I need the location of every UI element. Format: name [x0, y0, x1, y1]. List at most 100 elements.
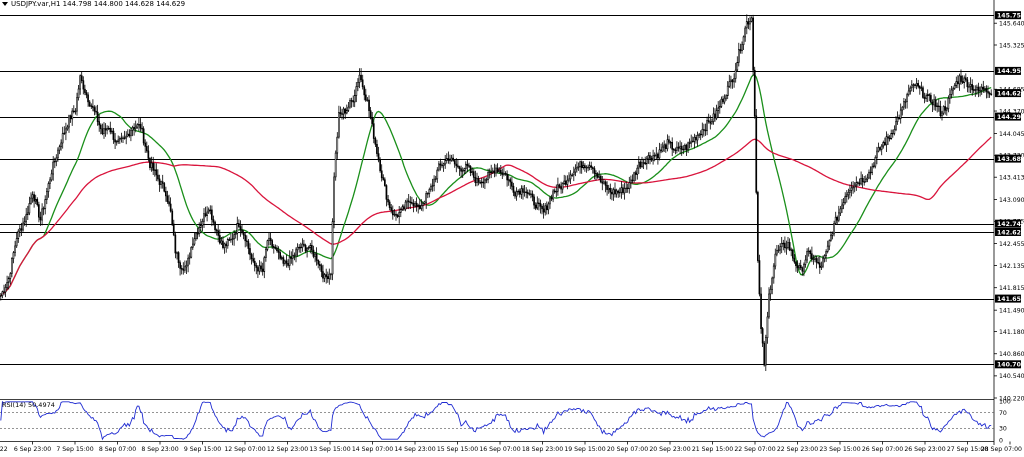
- time-axis: 6 Sep 2022 6 Sep 23:00 7 Sep 15:00 8 Sep 07…: [0, 441, 1022, 453]
- candle: [918, 85, 921, 95]
- candle-body: [450, 157, 453, 161]
- candle: [642, 158, 645, 169]
- candle: [820, 261, 823, 270]
- candle: [130, 127, 132, 142]
- candle-body: [956, 81, 959, 85]
- candle-body: [693, 137, 696, 142]
- candle-body: [80, 75, 83, 81]
- candle: [630, 175, 632, 189]
- candle: [641, 156, 643, 169]
- candle: [18, 225, 21, 238]
- candle: [99, 123, 102, 135]
- candle: [676, 141, 678, 154]
- candle-body: [656, 153, 659, 159]
- candle: [144, 139, 147, 153]
- candle: [342, 106, 345, 120]
- candle-body: [495, 167, 497, 174]
- candle-body: [664, 144, 667, 150]
- candle: [180, 265, 183, 275]
- candle-body: [569, 174, 572, 180]
- candle: [595, 170, 597, 181]
- candle: [552, 188, 554, 203]
- candle-body: [747, 21, 750, 25]
- price-tick-label: 141.180: [999, 329, 1024, 336]
- candle: [442, 162, 445, 172]
- candle: [861, 174, 864, 188]
- candle-body: [604, 181, 607, 186]
- candle-body: [401, 206, 404, 210]
- candle-body: [339, 112, 342, 115]
- candle-body: [949, 94, 951, 99]
- candle-body: [750, 17, 753, 22]
- candle-body: [964, 77, 967, 81]
- candle: [653, 152, 656, 162]
- candle-body: [117, 139, 120, 142]
- candle: [52, 156, 54, 181]
- candle: [355, 82, 358, 103]
- candle: [301, 238, 304, 252]
- candle-body: [925, 95, 927, 99]
- level-value-tag-bg: [995, 228, 1021, 236]
- price-tick-label: 140.540: [999, 373, 1024, 380]
- candle: [801, 266, 804, 276]
- candle-body: [223, 243, 226, 248]
- candle: [915, 78, 918, 90]
- candle: [3, 284, 5, 296]
- candle-body: [810, 253, 813, 260]
- candle: [290, 251, 293, 264]
- candle: [211, 205, 213, 227]
- candle: [987, 85, 989, 98]
- candle-body: [672, 148, 675, 151]
- candle: [945, 106, 948, 116]
- candle-body: [228, 239, 231, 241]
- candle: [874, 155, 877, 169]
- candle-body: [472, 171, 475, 178]
- candle: [152, 156, 155, 175]
- candle-body: [547, 203, 550, 211]
- time-tick-label: 21 Sep 15:00: [692, 446, 733, 453]
- candle: [880, 144, 883, 156]
- candle-body: [795, 261, 797, 267]
- candle-body: [929, 95, 932, 103]
- candle: [977, 82, 980, 98]
- candle-body: [839, 208, 842, 214]
- dropdown-triangle-icon[interactable]: [2, 1, 8, 6]
- candle: [776, 245, 778, 257]
- candle: [96, 104, 99, 126]
- candle: [698, 132, 700, 139]
- candle-body: [863, 181, 866, 183]
- candle-body: [471, 171, 474, 174]
- candle-body: [390, 207, 393, 211]
- candle: [956, 75, 959, 89]
- candle: [101, 123, 104, 136]
- candle: [712, 107, 715, 125]
- candle: [517, 189, 520, 195]
- candle-body: [84, 88, 86, 93]
- candle-body: [579, 161, 581, 167]
- candle-body: [179, 262, 182, 269]
- candle: [95, 105, 97, 115]
- candle: [639, 160, 642, 169]
- candle-body: [549, 197, 551, 205]
- candle-body: [636, 167, 639, 175]
- candle: [910, 80, 913, 92]
- candle: [326, 271, 329, 283]
- candle: [798, 262, 800, 271]
- candle: [376, 139, 378, 157]
- candle-body: [20, 228, 23, 231]
- candle-body: [358, 74, 361, 83]
- candle-body: [252, 258, 255, 262]
- candle: [864, 175, 867, 183]
- candle: [796, 260, 799, 273]
- level-value-tag: 144.951: [997, 68, 1024, 75]
- candle: [361, 74, 364, 90]
- candle-body: [512, 185, 515, 193]
- candle: [161, 174, 164, 189]
- candle-body: [352, 100, 355, 103]
- candle-body: [310, 245, 313, 251]
- candle: [307, 245, 310, 251]
- candle-body: [274, 247, 277, 249]
- candle: [199, 218, 202, 234]
